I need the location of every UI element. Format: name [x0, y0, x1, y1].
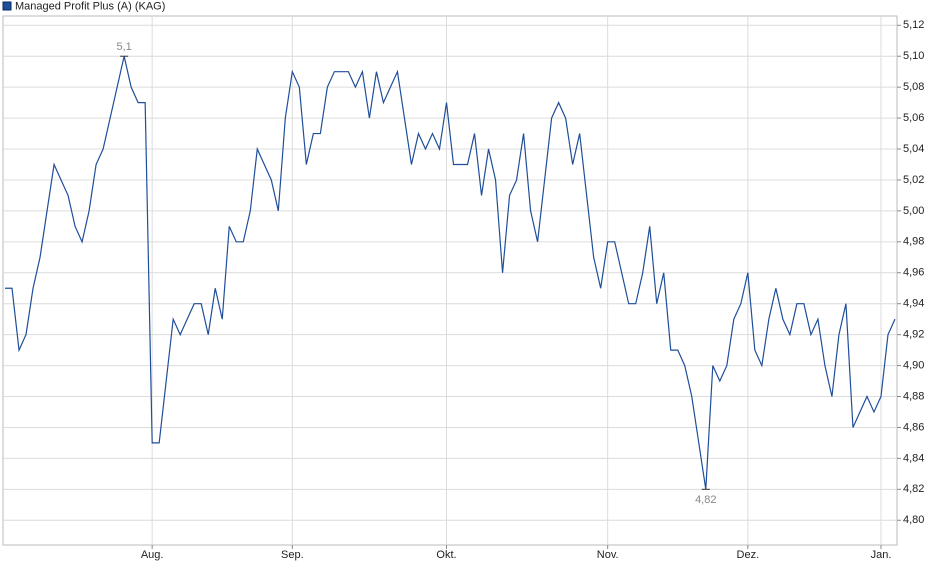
x-tick-label: Sep.: [281, 549, 304, 561]
x-tick-label: Nov.: [597, 549, 619, 561]
y-tick-label: 5,08: [903, 81, 924, 93]
y-tick-label: 5,00: [903, 205, 924, 217]
legend-label: Managed Profit Plus (A) (KAG): [15, 0, 165, 12]
y-tick-label: 4,96: [903, 267, 924, 279]
x-tick-label: Aug.: [141, 549, 164, 561]
y-tick-label: 4,88: [903, 390, 924, 402]
y-tick-label: 4,90: [903, 359, 924, 371]
y-tick-label: 4,80: [903, 514, 924, 526]
legend-swatch: [2, 1, 12, 11]
y-tick-label: 4,92: [903, 329, 924, 341]
y-tick-label: 5,10: [903, 50, 924, 62]
x-tick-label: Jan.: [871, 549, 892, 561]
y-tick-label: 4,98: [903, 236, 924, 248]
y-tick-label: 5,06: [903, 112, 924, 124]
plot-area: [2, 15, 898, 546]
y-tick-label: 4,82: [903, 483, 924, 495]
x-tick-label: Dez.: [737, 549, 760, 561]
y-tick-label: 5,12: [903, 19, 924, 31]
y-tick-label: 4,84: [903, 452, 924, 464]
x-tick-label: Okt.: [436, 549, 456, 561]
y-tick-label: 5,04: [903, 143, 924, 155]
extreme-label: 4,82: [695, 494, 716, 506]
extreme-label: 5,1: [116, 41, 131, 53]
y-tick-label: 4,94: [903, 298, 924, 310]
y-tick-label: 5,02: [903, 174, 924, 186]
data-line: [5, 56, 896, 490]
y-tick-label: 4,86: [903, 421, 924, 433]
